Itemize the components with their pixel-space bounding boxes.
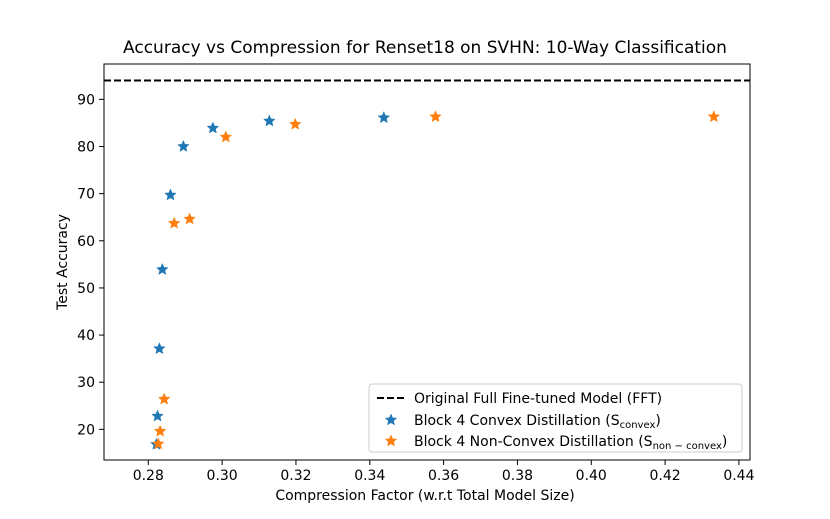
y-tick-label: 40: [77, 328, 95, 344]
x-axis-label: Compression Factor (w.r.t Total Model Si…: [275, 488, 574, 504]
x-tick-label: 0.42: [650, 468, 681, 484]
data-point-series-2-1: [151, 437, 165, 450]
y-tick-label: 50: [77, 281, 95, 297]
data-point-series-1-9: [377, 111, 391, 124]
data-point-series-2-8: [429, 110, 442, 123]
legend-label-subscript: non − convex: [653, 441, 722, 452]
data-point-series-2-9: [707, 110, 721, 123]
x-tick-label: 0.28: [133, 468, 164, 484]
legend-label-series-2: Block 4 Non-Convex Distillation (Snon − …: [414, 434, 727, 452]
legend-label-tail: ): [655, 413, 660, 429]
data-point-series-1-6: [177, 139, 190, 152]
data-point-series-2-2: [153, 424, 167, 437]
data-point-series-2-7: [288, 117, 302, 130]
y-tick-label: 60: [77, 234, 95, 250]
x-tick-label: 0.38: [502, 468, 533, 484]
data-point-series-2-3: [157, 392, 171, 405]
data-point-series-1-2: [151, 409, 164, 422]
legend-frame: [368, 383, 743, 453]
x-tick-label: 0.44: [723, 468, 754, 484]
y-tick-label: 90: [77, 92, 95, 108]
data-point-series-1-3: [153, 342, 166, 355]
legend-label-tail: ): [722, 434, 727, 450]
x-tick-label: 0.40: [576, 468, 607, 484]
data-point-series-1-8: [263, 114, 276, 127]
y-tick-label: 70: [77, 187, 95, 203]
data-point-series-1-7: [206, 121, 220, 134]
x-tick-label: 0.30: [207, 468, 238, 484]
plot-area: 0.28 0.30 0.32 0.34 0.36 0.38 0.40 0.42 0.44 20 30…: [77, 63, 755, 484]
legend-label-subscript: convex: [620, 420, 656, 431]
legend-label-main: Block 4 Non-Convex Distillation (S: [414, 434, 653, 450]
legend: Original Full Fine-tuned Model (FFT) Bloc…: [368, 383, 743, 453]
legend-label-main: Block 4 Convex Distillation (S: [414, 413, 620, 429]
legend-marker-series-1: [384, 413, 398, 426]
data-point-series-2-5: [183, 212, 196, 225]
data-point-series-2-4: [167, 216, 181, 229]
y-tick-label: 20: [77, 422, 95, 438]
chart-title: Accuracy vs Compression for Renset18 on …: [123, 38, 727, 58]
series-2: [151, 110, 721, 450]
legend-label-series-1: Block 4 Convex Distillation (Sconvex): [414, 413, 661, 431]
y-tick-label: 30: [77, 375, 95, 391]
x-tick-label: 0.34: [354, 468, 385, 484]
axes-frame: [103, 63, 751, 461]
data-point-series-2-6: [219, 130, 233, 143]
y-tick-label: 80: [77, 140, 95, 156]
y-axis-label: Test Accuracy: [55, 214, 71, 311]
legend-label-fft: Original Full Fine-tuned Model (FFT): [414, 391, 662, 407]
x-tick-label: 0.36: [428, 468, 459, 484]
x-tick-label: 0.32: [280, 468, 311, 484]
data-point-series-1-5: [164, 188, 177, 201]
legend-marker-series-2: [384, 434, 398, 447]
data-point-series-1-4: [156, 262, 169, 275]
series-1: [150, 111, 391, 450]
